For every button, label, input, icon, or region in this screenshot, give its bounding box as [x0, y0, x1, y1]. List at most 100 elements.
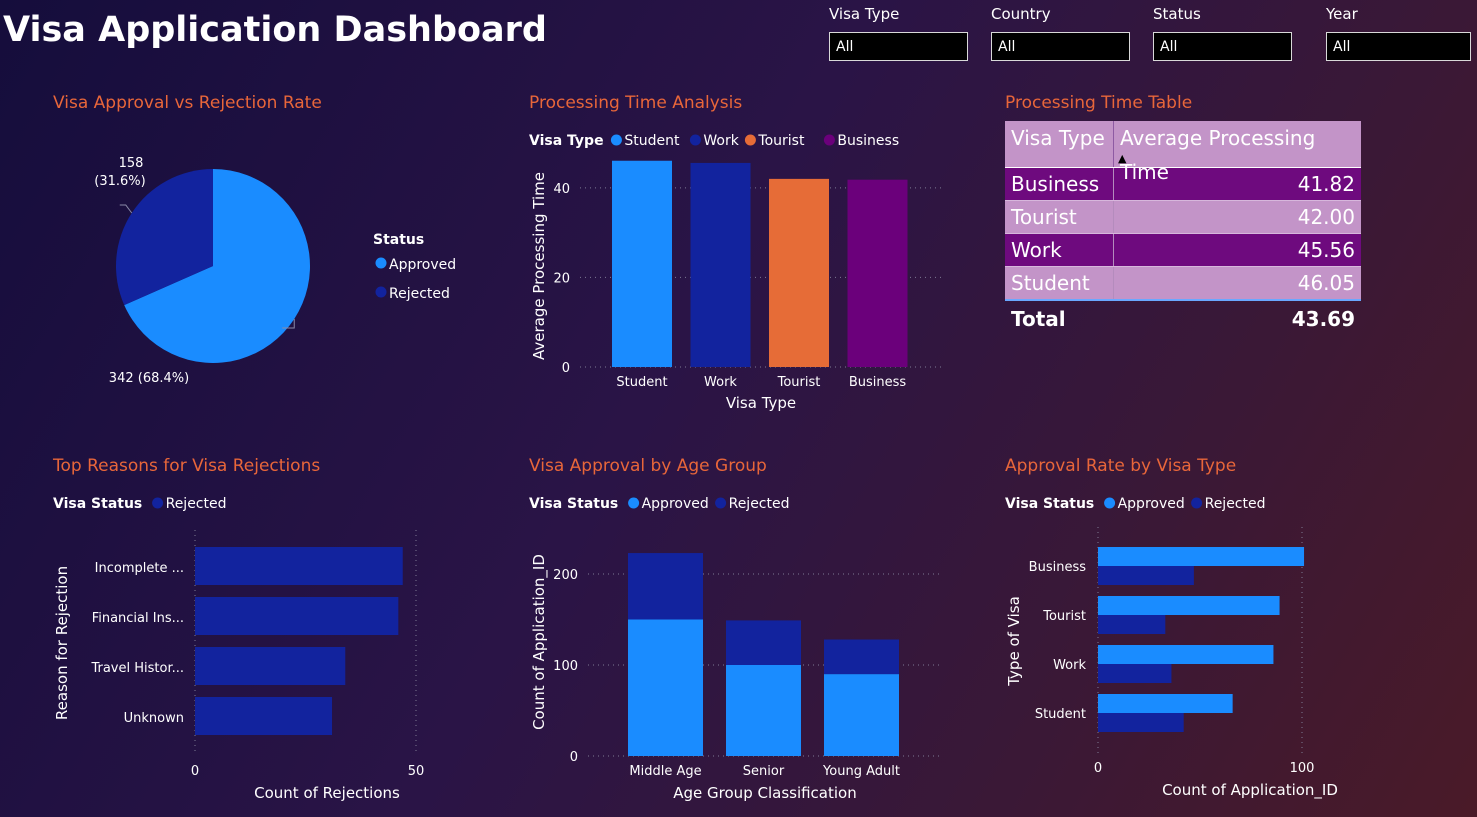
pie-chart-title: Visa Approval vs Rejection Rate	[53, 93, 322, 113]
legend-item: Approved	[1118, 496, 1185, 512]
bar-segment	[824, 639, 899, 675]
processing-time-table: Visa Type Average Processing Time ▲ Busi…	[1005, 121, 1361, 337]
row-visa-type: Business	[1005, 168, 1114, 200]
x-tick-label: Student	[616, 375, 667, 390]
legend-dot	[823, 134, 835, 146]
legend-item: Tourist	[757, 133, 805, 149]
slicer-label: Year	[1326, 5, 1358, 23]
y-tick-label: 100	[553, 659, 578, 674]
y-tick-label: Incomplete ...	[95, 561, 184, 576]
bar	[195, 597, 399, 635]
bar-segment	[824, 674, 899, 756]
year-dropdown[interactable]: All	[1326, 32, 1471, 61]
y-tick-label: Student	[1035, 707, 1086, 722]
bar	[612, 160, 672, 367]
y-axis-label: Type of Visa	[1005, 596, 1023, 687]
legend-dot	[744, 134, 756, 146]
legend-title: Visa Status	[1005, 496, 1094, 512]
visa-type-slicer: Visa Type All	[829, 5, 968, 61]
reasons-chart-title: Top Reasons for Visa Rejections	[53, 456, 321, 476]
age-chart-title: Visa Approval by Age Group	[529, 456, 767, 476]
bar-segment	[628, 553, 703, 620]
legend-title: Visa Type	[529, 133, 604, 149]
pie-slice-rejected	[116, 169, 213, 306]
y-tick-label: 0	[570, 750, 578, 765]
x-tick-label: 0	[191, 764, 199, 779]
legend-item: Business	[837, 133, 899, 149]
bar	[195, 697, 333, 735]
slicer-label: Status	[1153, 5, 1201, 23]
leader-line	[119, 204, 133, 214]
bar	[769, 178, 829, 367]
header-average-processing-time[interactable]: Average Processing Time ▲	[1114, 121, 1361, 184]
legend-dot	[1104, 497, 1116, 509]
row-visa-type: Tourist	[1005, 201, 1114, 233]
slicer-label: Visa Type	[829, 5, 900, 23]
legend-item: Rejected	[729, 496, 790, 512]
pie-label-rejected-pct: (31.6%)	[94, 174, 145, 189]
x-tick-label: Young Adult	[822, 764, 900, 779]
slicer-label: Country	[991, 5, 1051, 23]
y-tick-label: Financial Ins...	[92, 611, 184, 626]
table-total-row: Total 43.69	[1005, 301, 1361, 337]
x-axis-label: Visa Type	[726, 394, 796, 412]
row-value: 42.00	[1297, 205, 1355, 229]
x-tick-label: Business	[849, 375, 907, 390]
sort-ascending-icon: ▲	[1118, 152, 1127, 165]
header-label: Average Processing Time	[1120, 126, 1316, 184]
bar	[1098, 713, 1184, 732]
country-dropdown[interactable]: All	[991, 32, 1130, 61]
status-slicer: Status All	[1153, 5, 1292, 61]
y-tick-label: Travel Histor...	[90, 661, 184, 676]
legend-item: Student	[624, 133, 680, 149]
y-axis-label: Average Processing Time	[530, 172, 548, 360]
bar-segment	[726, 665, 801, 756]
legend-dot	[152, 497, 164, 509]
x-tick-label: Work	[704, 375, 737, 390]
x-tick-label: Senior	[743, 764, 785, 779]
total-label: Total	[1011, 307, 1066, 331]
pie-label-approved: 342 (68.4%)	[109, 371, 189, 386]
pie-label-rejected-count: 158	[119, 156, 144, 171]
legend-title: Visa Status	[53, 496, 142, 512]
bar-segment	[628, 619, 703, 756]
legend-item: Rejected	[166, 496, 227, 512]
legend-item: Rejected	[389, 286, 450, 302]
row-value: 46.05	[1297, 271, 1355, 295]
table-title: Processing Time Table	[1005, 93, 1193, 113]
bar	[847, 179, 908, 367]
table-header: Visa Type Average Processing Time ▲	[1005, 121, 1361, 184]
x-axis-label: Count of Rejections	[254, 784, 400, 802]
legend-item: Approved	[389, 257, 456, 273]
x-tick-label: Tourist	[777, 375, 821, 390]
bar	[1098, 596, 1280, 615]
bar	[1098, 664, 1172, 683]
row-value: 45.56	[1297, 238, 1355, 262]
legend-title: Status	[373, 232, 424, 248]
x-axis-label: Age Group Classification	[673, 784, 856, 802]
legend-dot	[610, 134, 622, 146]
bar	[195, 547, 403, 585]
legend-dot	[375, 286, 387, 298]
row-value: 41.82	[1297, 172, 1355, 196]
bar-segment	[726, 620, 801, 665]
y-tick-label: Business	[1029, 560, 1087, 575]
y-tick-label: Unknown	[124, 711, 184, 726]
legend-title: Visa Status	[529, 496, 618, 512]
status-dropdown[interactable]: All	[1153, 32, 1292, 61]
row-visa-type: Student	[1005, 267, 1114, 299]
table-row: Student 46.05	[1005, 267, 1361, 301]
legend-item: Approved	[642, 496, 709, 512]
table-row: Tourist 42.00	[1005, 201, 1361, 234]
bar	[1098, 615, 1166, 634]
legend-dot	[1191, 497, 1203, 509]
legend-dot	[715, 497, 727, 509]
visa-type-dropdown[interactable]: All	[829, 32, 968, 61]
year-slicer: Year All	[1326, 5, 1471, 61]
pie-slice-approved	[124, 169, 310, 363]
bar	[1098, 566, 1194, 585]
header-visa-type[interactable]: Visa Type	[1005, 121, 1114, 167]
leader-line	[282, 319, 295, 329]
y-tick-label: 0	[562, 361, 570, 376]
